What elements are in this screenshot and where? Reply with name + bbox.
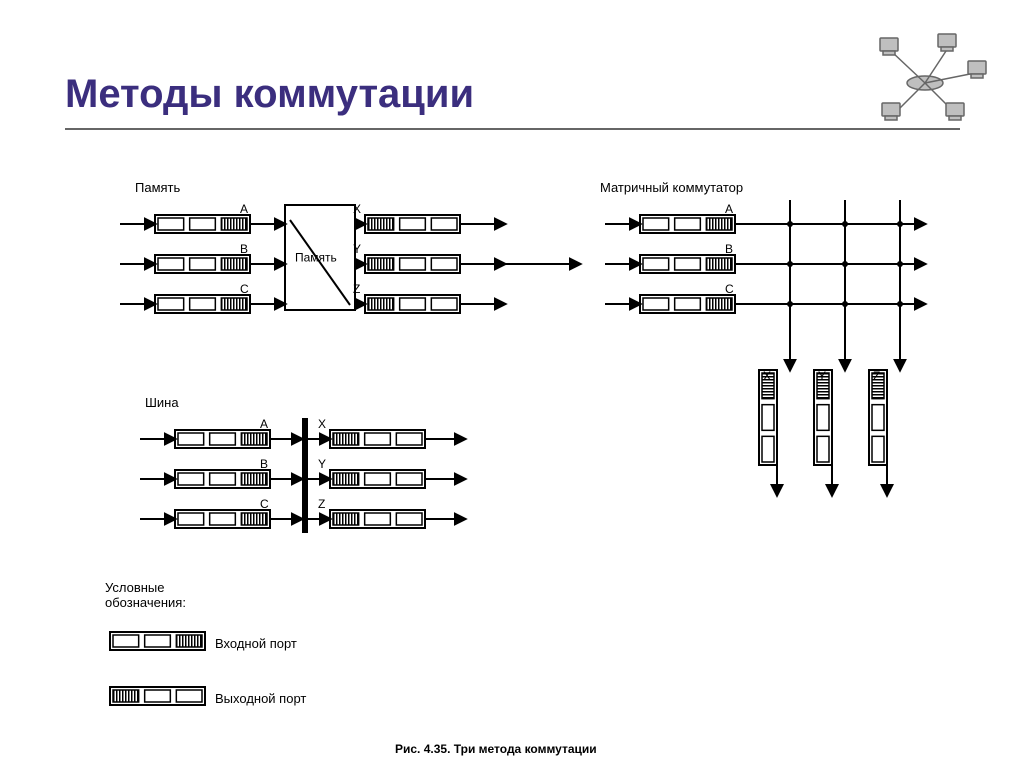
svg-text:Y: Y [353, 242, 361, 256]
svg-text:Z: Z [873, 369, 880, 383]
svg-text:Z: Z [318, 497, 325, 511]
svg-text:X: X [763, 369, 771, 383]
svg-text:C: C [260, 497, 269, 511]
svg-text:C: C [725, 282, 734, 296]
svg-text:Z: Z [353, 282, 360, 296]
svg-text:B: B [725, 242, 733, 256]
svg-text:Y: Y [318, 457, 326, 471]
svg-text:Память: Память [295, 251, 337, 265]
svg-text:A: A [725, 202, 733, 216]
svg-text:A: A [260, 417, 268, 431]
svg-text:A: A [240, 202, 248, 216]
svg-text:B: B [260, 457, 268, 471]
svg-text:X: X [353, 202, 361, 216]
diagrams-canvas: Память A B C X Y Z A B C X Y Z A B C X Y Z [0, 0, 1024, 768]
svg-text:X: X [318, 417, 326, 431]
svg-text:Y: Y [818, 369, 826, 383]
svg-text:C: C [240, 282, 249, 296]
svg-text:B: B [240, 242, 248, 256]
